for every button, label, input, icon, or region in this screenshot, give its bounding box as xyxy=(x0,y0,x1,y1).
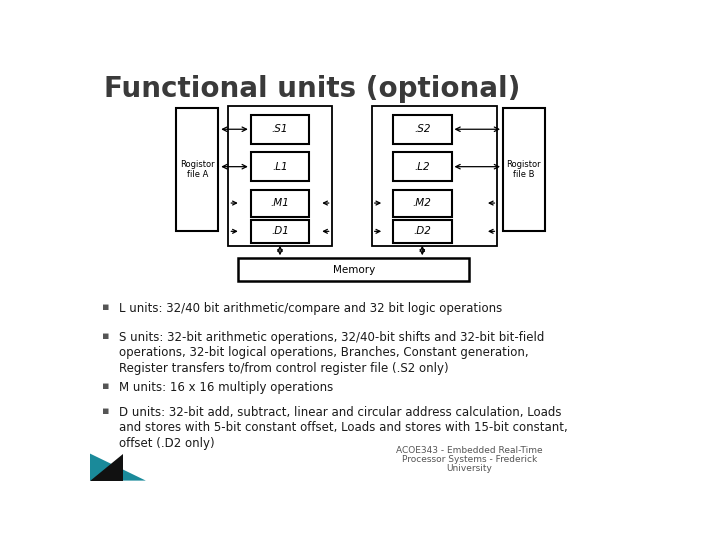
Text: ▪: ▪ xyxy=(102,302,109,312)
Text: D units: 32-bit add, subtract, linear and circular address calculation, Loads
an: D units: 32-bit add, subtract, linear an… xyxy=(119,406,568,450)
Text: .S2: .S2 xyxy=(414,124,431,134)
Text: Memory: Memory xyxy=(333,265,375,274)
Text: ▪: ▪ xyxy=(102,406,109,416)
Text: M units: 16 x 16 multiply operations: M units: 16 x 16 multiply operations xyxy=(119,381,333,394)
Text: .D2: .D2 xyxy=(413,226,431,237)
Text: ▪: ▪ xyxy=(102,331,109,341)
Bar xyxy=(393,190,451,217)
Text: .L2: .L2 xyxy=(415,161,430,172)
Bar xyxy=(251,152,310,181)
Text: ▪: ▪ xyxy=(102,381,109,391)
Bar xyxy=(251,220,310,243)
Text: Functional units (optional): Functional units (optional) xyxy=(104,75,521,103)
Bar xyxy=(393,220,451,243)
Text: Processor Systems - Frederick: Processor Systems - Frederick xyxy=(402,455,537,464)
Text: Rogistor
file A: Rogistor file A xyxy=(180,160,215,179)
Text: .D1: .D1 xyxy=(271,226,289,237)
Text: Rogistor
file B: Rogistor file B xyxy=(507,160,541,179)
Bar xyxy=(238,258,469,281)
Bar xyxy=(503,109,545,231)
Bar xyxy=(228,106,332,246)
Bar xyxy=(176,109,218,231)
Bar xyxy=(372,106,498,246)
Text: .L1: .L1 xyxy=(272,161,288,172)
Text: .S1: .S1 xyxy=(271,124,288,134)
Bar xyxy=(251,114,310,144)
Polygon shape xyxy=(90,454,145,481)
Text: L units: 32/40 bit arithmetic/compare and 32 bit logic operations: L units: 32/40 bit arithmetic/compare an… xyxy=(119,302,503,315)
Bar xyxy=(393,152,451,181)
Text: S units: 32-bit arithmetic operations, 32/40-bit shifts and 32-bit bit-field
ope: S units: 32-bit arithmetic operations, 3… xyxy=(119,331,544,375)
Polygon shape xyxy=(90,454,124,481)
Text: .M2: .M2 xyxy=(413,198,432,208)
Bar xyxy=(251,190,310,217)
Bar xyxy=(393,114,451,144)
Text: .M1: .M1 xyxy=(271,198,289,208)
Text: ACOE343 - Embedded Real-Time: ACOE343 - Embedded Real-Time xyxy=(396,446,543,455)
Text: University: University xyxy=(446,464,492,473)
